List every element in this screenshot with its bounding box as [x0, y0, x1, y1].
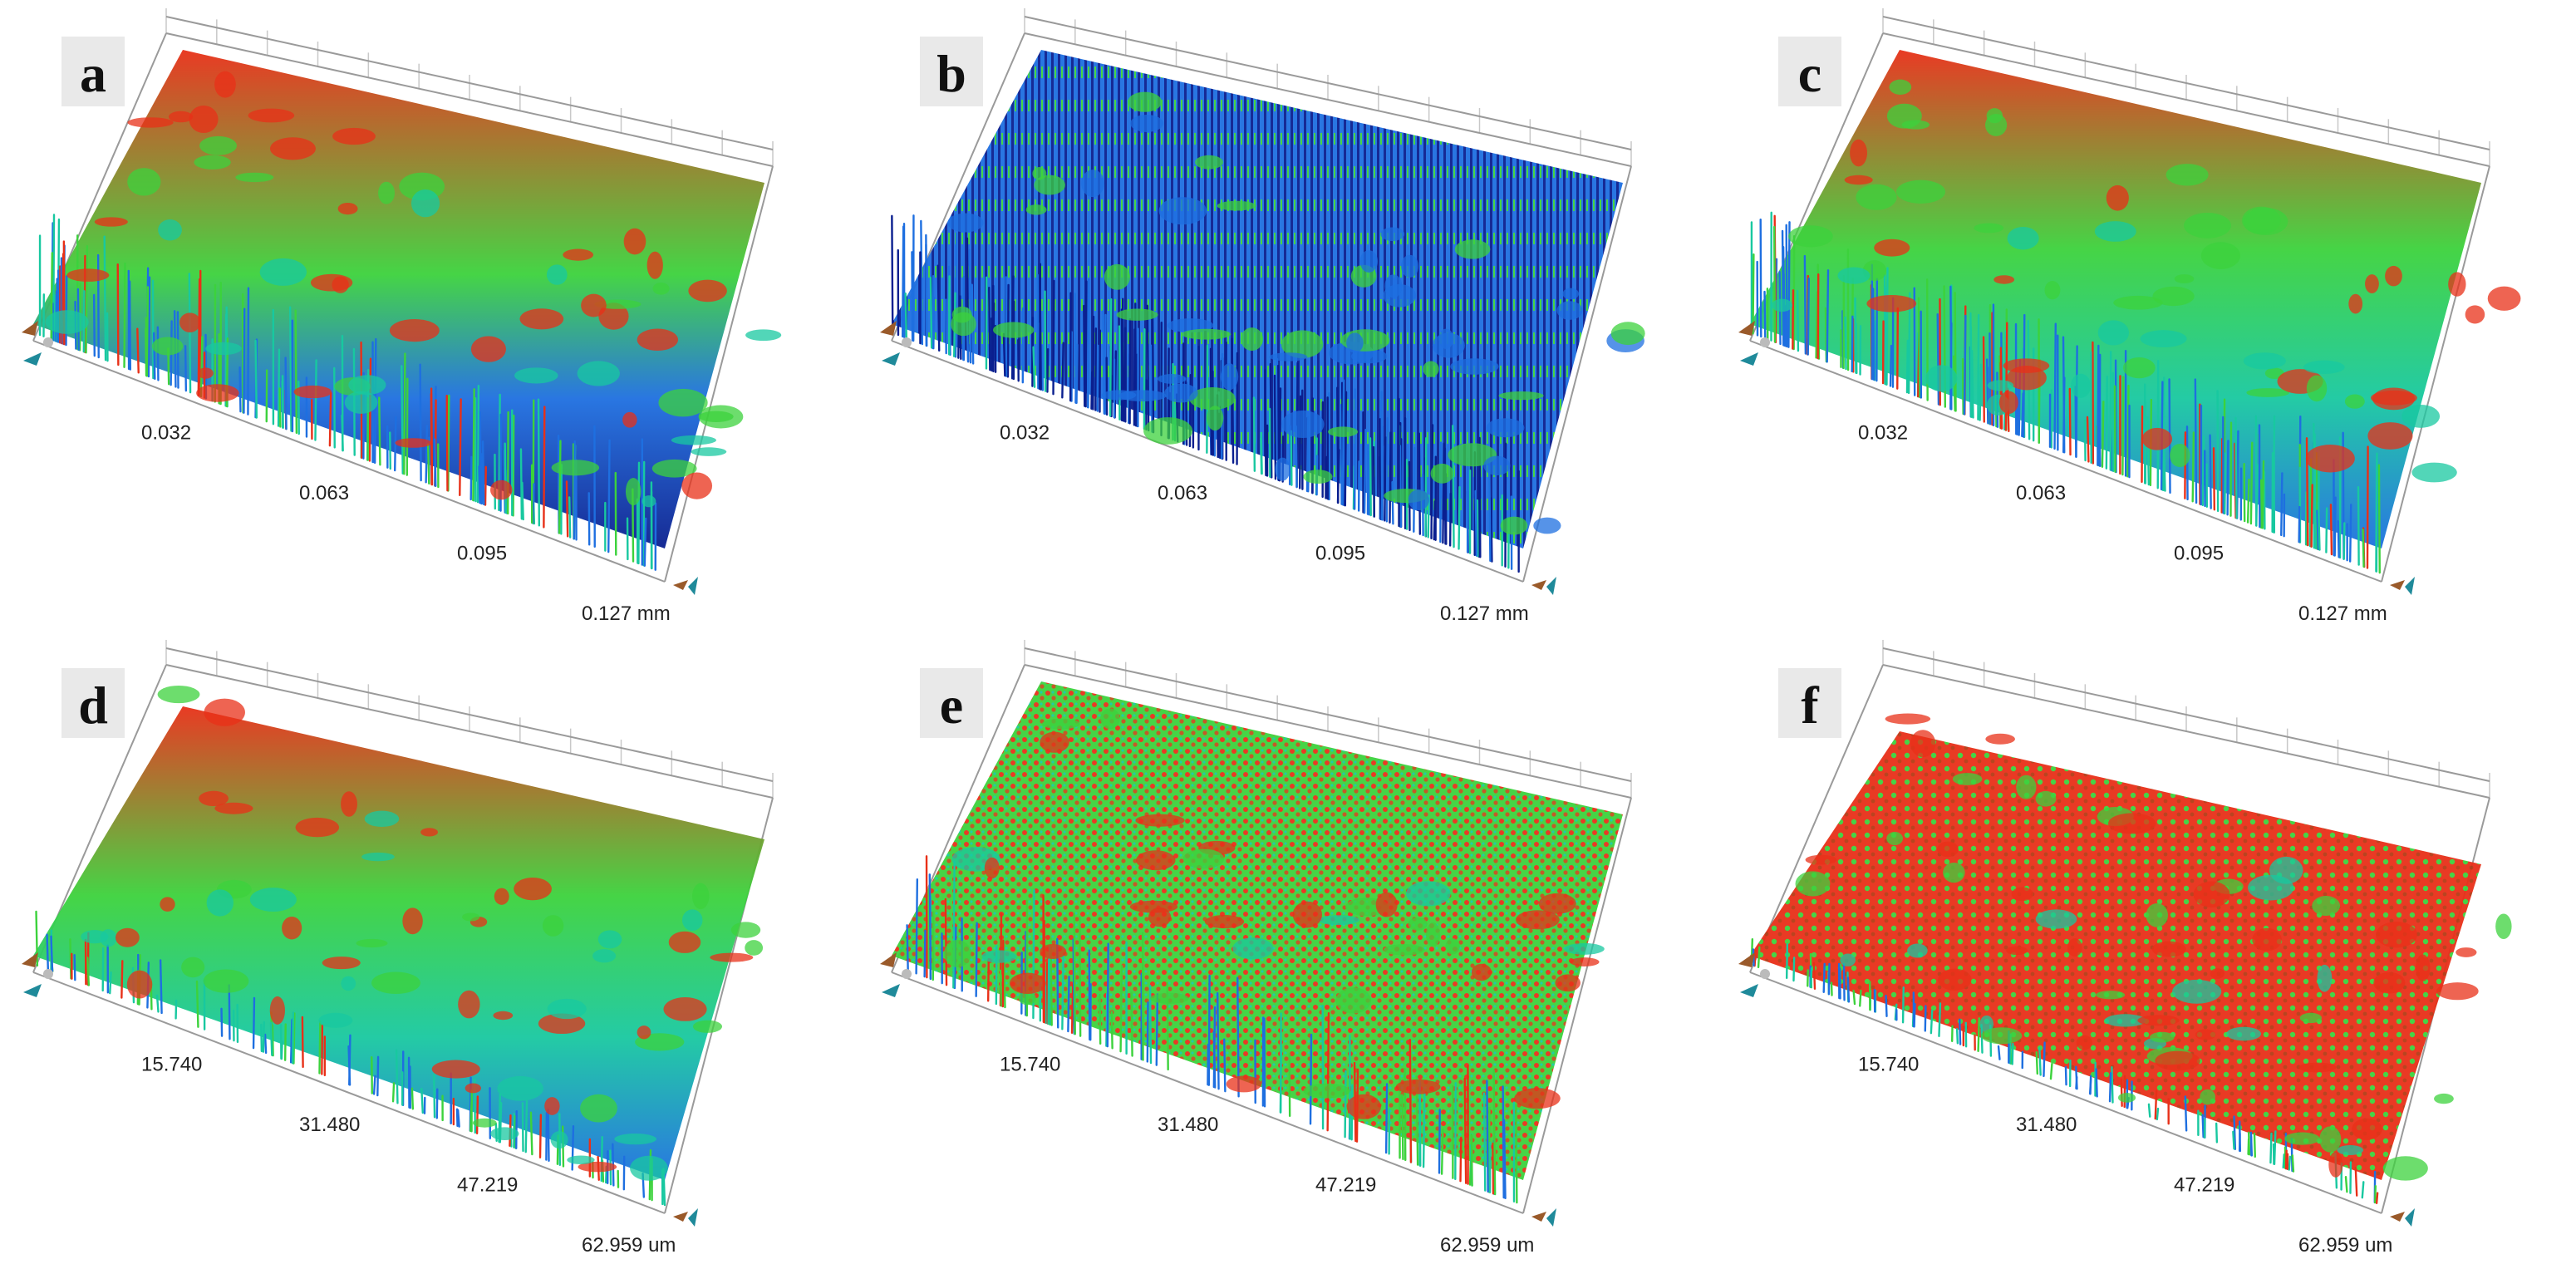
surface-panel-f: 15.740 31.480 47.219 62.959 um f — [1738, 640, 2512, 1257]
axis-gizmo-icon[interactable] — [880, 321, 912, 366]
axis-ticks: 0.032 0.063 0.095 0.127 mm — [1000, 422, 1529, 626]
surface-mesh — [1750, 713, 2512, 1204]
axis-ticks: 15.740 31.480 47.219 62.959 um — [1858, 1054, 2392, 1257]
grid-box — [32, 8, 774, 583]
panel-label-b: b — [920, 37, 983, 106]
tick-label-2: 31.480 — [1158, 1114, 1218, 1136]
tick-label-1: 15.740 — [1858, 1054, 1919, 1076]
axis-gizmo-icon[interactable] — [1738, 321, 1770, 366]
grid-box — [891, 8, 1632, 583]
tick-label-4: 0.127 mm — [2298, 602, 2387, 625]
surface-panel-c: 0.032 0.063 0.095 0.127 mm c — [1738, 8, 2521, 626]
surface-panel-e: 15.740 31.480 47.219 62.959 um e — [880, 640, 1632, 1257]
tick-label-1: 15.740 — [1000, 1054, 1060, 1076]
axis-gizmo-corner-icon[interactable] — [1531, 577, 1556, 595]
surface-mesh — [33, 685, 764, 1207]
tick-label-2: 0.063 — [2016, 482, 2066, 504]
panel-label-a: a — [61, 37, 125, 106]
tick-label-4: 62.959 um — [582, 1234, 676, 1257]
axis-gizmo-corner-icon[interactable] — [673, 577, 698, 595]
tick-label-2: 0.063 — [1158, 482, 1207, 504]
surface-panel-d: 15.740 31.480 47.219 62.959 um d — [22, 640, 774, 1257]
tick-label-2: 31.480 — [2016, 1114, 2077, 1136]
surface-panel-b: 0.032 0.063 0.095 0.127 mm b — [880, 8, 1645, 625]
axis-gizmo-corner-icon[interactable] — [2390, 577, 2415, 595]
tick-label-4: 0.127 mm — [1440, 602, 1529, 625]
axis-gizmo-icon[interactable] — [22, 952, 53, 997]
surface-mesh — [891, 50, 1645, 573]
panel-letter: e — [940, 676, 963, 735]
surface-mesh — [892, 681, 1623, 1204]
panel-label-d: d — [61, 668, 125, 738]
tick-label-3: 0.095 — [457, 543, 507, 565]
tick-label-4: 62.959 um — [2298, 1234, 2392, 1257]
axis-ticks: 15.740 31.480 47.219 62.959 um — [1000, 1054, 1534, 1257]
panel-letter: b — [937, 44, 966, 103]
axis-gizmo-corner-icon[interactable] — [2390, 1208, 2415, 1227]
panel-label-f: f — [1778, 668, 1841, 738]
surface-mesh — [33, 50, 782, 571]
tick-label-3: 47.219 — [1315, 1174, 1376, 1197]
tick-label-3: 47.219 — [2174, 1174, 2234, 1197]
tick-label-1: 0.032 — [1858, 422, 1908, 445]
tick-label-1: 0.032 — [1000, 422, 1050, 445]
tick-label-2: 0.063 — [299, 482, 349, 504]
tick-label-2: 31.480 — [299, 1114, 360, 1136]
tick-label-3: 47.219 — [457, 1174, 518, 1197]
surface-mesh — [1750, 50, 2521, 574]
grid-box — [1749, 8, 2490, 583]
tick-label-4: 0.127 mm — [582, 602, 671, 625]
panel-letter: f — [1801, 676, 1819, 735]
tick-label-1: 15.740 — [141, 1054, 202, 1076]
axis-gizmo-icon[interactable] — [22, 321, 53, 366]
panel-label-c: c — [1778, 37, 1841, 106]
panel-letter: d — [78, 676, 108, 735]
axis-ticks: 0.032 0.063 0.095 0.127 mm — [1858, 422, 2387, 626]
tick-label-3: 0.095 — [2174, 543, 2224, 565]
axis-gizmo-corner-icon[interactable] — [1531, 1208, 1556, 1227]
axis-gizmo-icon[interactable] — [880, 952, 912, 997]
tick-label-4: 62.959 um — [1440, 1234, 1534, 1257]
axis-ticks: 15.740 31.480 47.219 62.959 um — [141, 1054, 676, 1257]
axis-gizmo-corner-icon[interactable] — [673, 1208, 698, 1227]
tick-label-3: 0.095 — [1315, 543, 1365, 565]
axis-ticks: 0.032 0.063 0.095 0.127 mm — [141, 422, 671, 626]
panel-letter: a — [80, 44, 106, 103]
surface-panel-a: 0.032 0.063 0.095 0.127 mm a — [22, 8, 782, 626]
tick-label-1: 0.032 — [141, 422, 191, 445]
panel-label-e: e — [920, 668, 983, 738]
panel-letter: c — [1798, 44, 1821, 103]
grid-box — [1749, 640, 2490, 1214]
axis-gizmo-icon[interactable] — [1738, 952, 1770, 997]
